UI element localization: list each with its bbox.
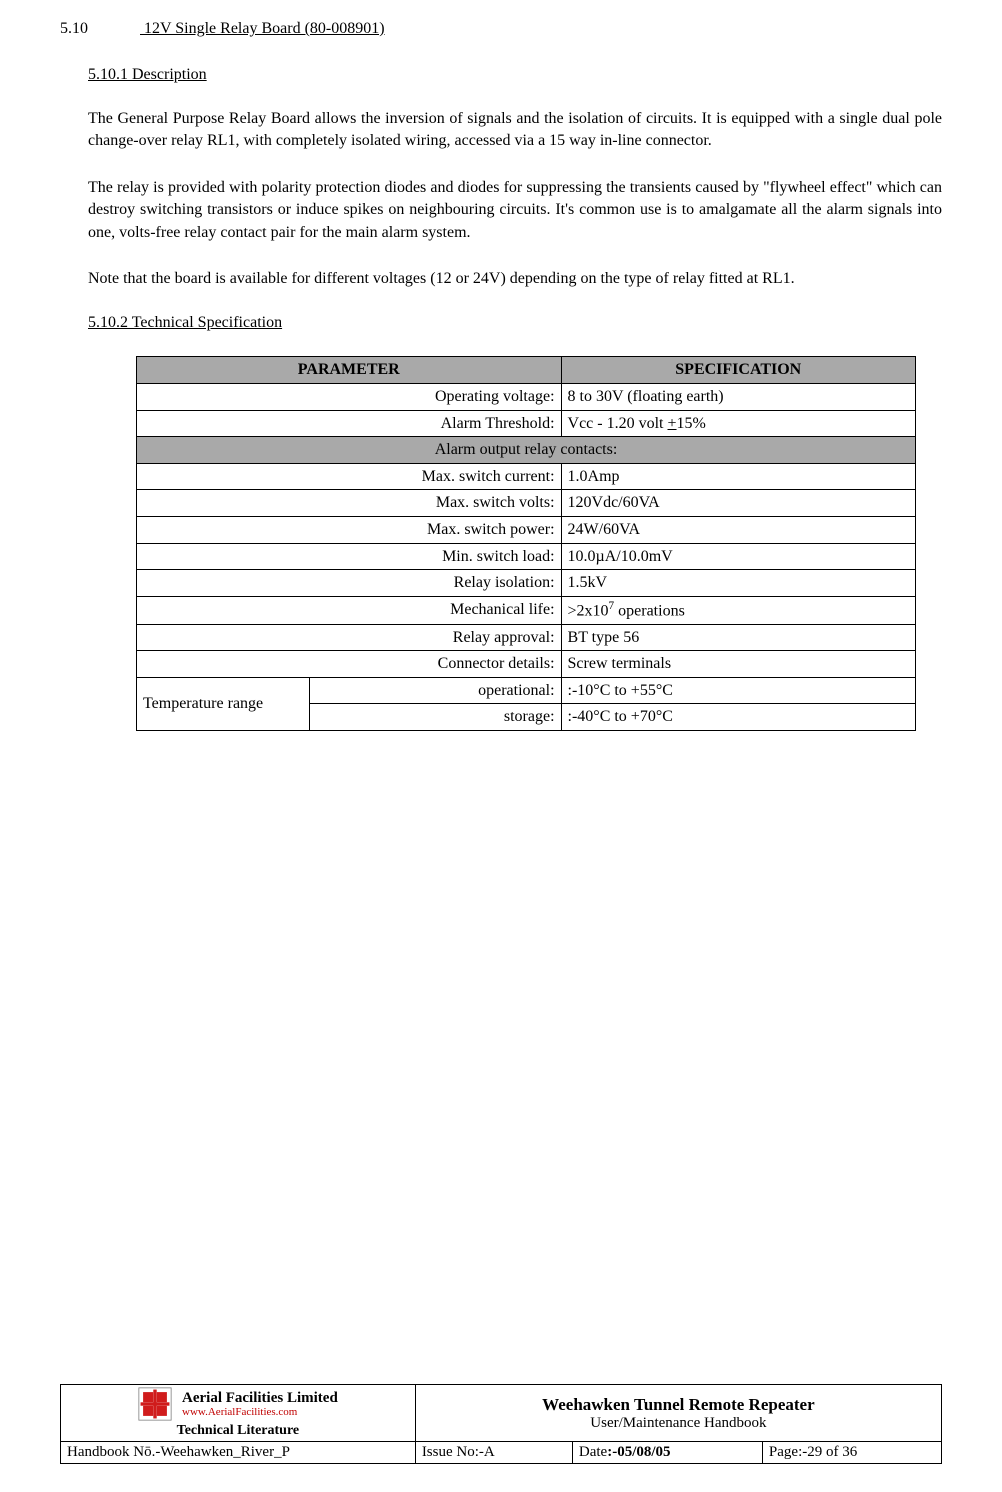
- table-row: Mechanical life: >2x107 operations: [137, 596, 916, 624]
- page-footer: Aerial Facilities Limited www.AerialFaci…: [60, 1384, 942, 1464]
- value-cell: >2x107 operations: [561, 596, 915, 624]
- value-cell: 8 to 30V (floating earth): [561, 383, 915, 410]
- table-row: Max. switch volts: 120Vdc/60VA: [137, 490, 916, 517]
- table-row: Temperature range operational: :-10°C to…: [137, 677, 916, 704]
- section-title: 5.10 12V Single Relay Board (80-008901): [60, 20, 942, 38]
- description-para-1: The General Purpose Relay Board allows t…: [88, 108, 942, 153]
- table-row: Alarm Threshold: Vcc - 1.20 volt +15%: [137, 410, 916, 437]
- section-heading: 12V Single Relay Board (80-008901): [144, 20, 385, 37]
- description-heading: 5.10.1 Description: [88, 66, 942, 84]
- temp-range-label: Temperature range: [137, 677, 310, 730]
- param-cell: Max. switch current:: [137, 463, 562, 490]
- param-cell: Max. switch volts:: [137, 490, 562, 517]
- param-cell: Relay isolation:: [137, 570, 562, 597]
- table-row: Relay isolation: 1.5kV: [137, 570, 916, 597]
- value-cell: 1.0Amp: [561, 463, 915, 490]
- table-row: Relay approval: BT type 56: [137, 624, 916, 651]
- value-cell: 120Vdc/60VA: [561, 490, 915, 517]
- spec-header-specification: SPECIFICATION: [561, 357, 915, 384]
- param-cell: Max. switch power:: [137, 516, 562, 543]
- value-cell: :-40°C to +70°C: [561, 704, 915, 731]
- table-row: Connector details: Screw terminals: [137, 651, 916, 678]
- description-para-2: The relay is provided with polarity prot…: [88, 177, 942, 244]
- value-cell: Vcc - 1.20 volt +15%: [561, 410, 915, 437]
- param-cell: Operating voltage:: [137, 383, 562, 410]
- page-label: Page: [769, 1444, 798, 1460]
- spec-table: PARAMETER SPECIFICATION Operating voltag…: [136, 356, 916, 731]
- param-cell: operational:: [310, 677, 562, 704]
- date-label: Date: [579, 1444, 607, 1460]
- page-cell: Page:-29 of 36: [762, 1442, 941, 1464]
- description-para-3: Note that the board is available for dif…: [88, 268, 942, 290]
- spec-header-parameter: PARAMETER: [137, 357, 562, 384]
- value-cell: :-10°C to +55°C: [561, 677, 915, 704]
- afl-technical-literature: Technical Literature: [138, 1423, 338, 1439]
- afl-company-name: Aerial Facilities Limited: [182, 1390, 338, 1407]
- doc-title-cell: Weehawken Tunnel Remote Repeater User/Ma…: [415, 1385, 941, 1442]
- param-cell: storage:: [310, 704, 562, 731]
- param-cell: Min. switch load:: [137, 543, 562, 570]
- param-cell: Mechanical life:: [137, 596, 562, 624]
- value-cell: 1.5kV: [561, 570, 915, 597]
- afl-logo-icon: [138, 1387, 172, 1421]
- spec-sub-header: Alarm output relay contacts:: [137, 437, 916, 464]
- param-cell: Relay approval:: [137, 624, 562, 651]
- afl-url: www.AerialFacilities.com: [182, 1406, 338, 1418]
- table-row: Max. switch power: 24W/60VA: [137, 516, 916, 543]
- section-number: 5.10: [60, 20, 140, 38]
- techspec-heading: 5.10.2 Technical Specification: [88, 314, 942, 332]
- doc-title: Weehawken Tunnel Remote Repeater: [422, 1395, 935, 1415]
- value-cell: Screw terminals: [561, 651, 915, 678]
- param-cell: Alarm Threshold:: [137, 410, 562, 437]
- logo-cell: Aerial Facilities Limited www.AerialFaci…: [61, 1385, 416, 1442]
- page-value: :-29 of 36: [798, 1444, 857, 1460]
- issue-number: Issue No:-A: [415, 1442, 572, 1464]
- value-cell: 24W/60VA: [561, 516, 915, 543]
- doc-subtitle: User/Maintenance Handbook: [422, 1415, 935, 1432]
- value-cell: 10.0µA/10.0mV: [561, 543, 915, 570]
- value-cell: BT type 56: [561, 624, 915, 651]
- table-row: Operating voltage: 8 to 30V (floating ea…: [137, 383, 916, 410]
- param-cell: Connector details:: [137, 651, 562, 678]
- date-value: :-05/08/05: [607, 1444, 670, 1460]
- handbook-number: Handbook Nō.-Weehawken_River_P: [61, 1442, 416, 1464]
- table-row: Max. switch current: 1.0Amp: [137, 463, 916, 490]
- table-row: Min. switch load: 10.0µA/10.0mV: [137, 543, 916, 570]
- date-cell: Date:-05/08/05: [572, 1442, 762, 1464]
